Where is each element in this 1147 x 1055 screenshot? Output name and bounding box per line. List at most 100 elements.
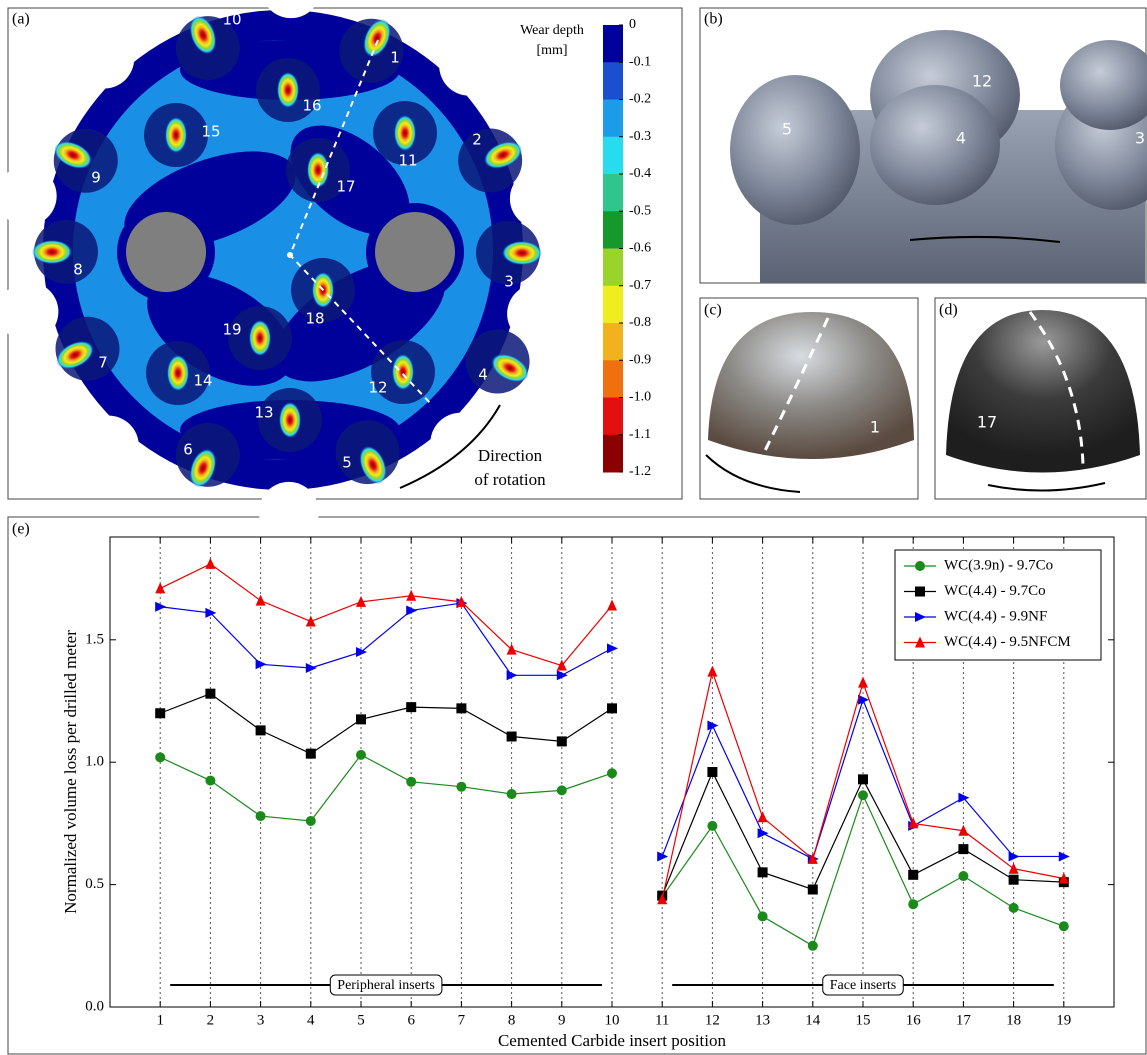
colorbar-segment bbox=[603, 100, 623, 138]
x-tick-label: 3 bbox=[257, 1012, 265, 1028]
x-tick-label: 10 bbox=[605, 1012, 620, 1028]
insert-label: 2 bbox=[472, 131, 482, 149]
marker bbox=[1009, 875, 1019, 885]
marker bbox=[356, 714, 366, 724]
colorbar-segment bbox=[603, 174, 623, 212]
colorbar-tick-label: -0.9 bbox=[629, 352, 651, 367]
colorbar-segment bbox=[603, 25, 623, 63]
marker bbox=[908, 870, 918, 880]
series-line bbox=[160, 603, 612, 675]
panel-label: (a) bbox=[12, 11, 30, 28]
nozzle bbox=[375, 212, 455, 292]
insert-photo bbox=[708, 312, 914, 459]
panel-label: (b) bbox=[704, 11, 723, 28]
colorbar-tick-label: 0 bbox=[629, 17, 636, 32]
colorbar-segment bbox=[603, 286, 623, 324]
colorbar-segment bbox=[603, 360, 623, 398]
marker bbox=[406, 590, 416, 601]
marker bbox=[858, 774, 868, 784]
x-tick-label: 17 bbox=[956, 1012, 972, 1028]
colorbar-segment bbox=[603, 435, 623, 473]
hot-spot bbox=[394, 115, 416, 151]
colorbar-tick-label: -1.1 bbox=[629, 427, 651, 442]
marker bbox=[958, 793, 969, 803]
insert-label: 17 bbox=[977, 413, 997, 432]
colorbar-title: Wear depth bbox=[520, 23, 584, 38]
marker bbox=[915, 561, 925, 571]
insert-label: 12 bbox=[368, 379, 387, 397]
y-tick-label: 1.0 bbox=[85, 754, 104, 770]
x-tick-label: 13 bbox=[755, 1012, 770, 1028]
colorbar-tick-label: -0.4 bbox=[629, 166, 651, 181]
panel-a: (a)12345678910111213141516171819Directio… bbox=[0, 0, 651, 542]
x-tick-label: 19 bbox=[1056, 1012, 1071, 1028]
marker bbox=[958, 871, 968, 881]
marker bbox=[155, 708, 165, 718]
x-tick-label: 16 bbox=[906, 1012, 922, 1028]
insert-label: 1 bbox=[870, 418, 880, 437]
insert-label: 4 bbox=[956, 129, 966, 148]
annotation: Direction bbox=[478, 446, 543, 465]
notch bbox=[507, 284, 567, 344]
marker bbox=[707, 666, 717, 677]
insert-photo bbox=[946, 310, 1140, 473]
x-tick-label: 5 bbox=[357, 1012, 365, 1028]
marker bbox=[306, 663, 317, 673]
notch bbox=[0, 282, 58, 342]
notch bbox=[439, 36, 499, 96]
marker bbox=[557, 785, 567, 795]
x-axis-label: Cemented Carbide insert position bbox=[498, 1031, 727, 1050]
group-label: Face inserts bbox=[830, 978, 896, 993]
panel-d: (d)17 bbox=[939, 302, 1140, 491]
hot-spot bbox=[167, 355, 189, 391]
insert-label: 17 bbox=[336, 178, 355, 196]
marker bbox=[607, 600, 617, 611]
x-tick-label: 2 bbox=[207, 1012, 215, 1028]
hot-spot bbox=[249, 320, 271, 356]
marker bbox=[155, 752, 165, 762]
insert-label: 5 bbox=[342, 454, 352, 472]
marker bbox=[958, 844, 968, 854]
marker bbox=[808, 885, 818, 895]
marker bbox=[406, 702, 416, 712]
insert-label: 6 bbox=[183, 441, 193, 459]
marker bbox=[858, 790, 868, 800]
colorbar-segment bbox=[603, 323, 623, 361]
colorbar-segment bbox=[603, 398, 623, 436]
marker bbox=[205, 776, 215, 786]
annotation: of rotation bbox=[474, 470, 546, 489]
marker bbox=[607, 768, 617, 778]
insert bbox=[870, 85, 1000, 205]
legend-label: WC(4.4) - 9.5NFCM bbox=[944, 634, 1071, 650]
insert-label: 12 bbox=[972, 72, 992, 91]
insert-label: 1 bbox=[390, 49, 400, 67]
hot-spot bbox=[279, 402, 301, 438]
hot-spot bbox=[307, 152, 329, 188]
hot-spot bbox=[277, 72, 299, 108]
marker bbox=[507, 644, 517, 655]
arc bbox=[706, 455, 800, 492]
legend-label: WC(4.4) - 9.9NF bbox=[944, 608, 1047, 624]
marker bbox=[356, 750, 366, 760]
marker bbox=[256, 725, 266, 735]
marker bbox=[1009, 863, 1019, 874]
marker bbox=[607, 643, 618, 653]
series bbox=[155, 750, 1069, 951]
colorbar-tick-label: -0.5 bbox=[629, 203, 651, 218]
x-tick-label: 6 bbox=[407, 1012, 415, 1028]
x-tick-label: 15 bbox=[856, 1012, 871, 1028]
panel-label: (c) bbox=[704, 302, 722, 319]
x-tick-label: 14 bbox=[805, 1012, 821, 1028]
x-tick-label: 8 bbox=[508, 1012, 516, 1028]
notch bbox=[74, 28, 134, 88]
marker bbox=[306, 749, 316, 759]
marker bbox=[205, 558, 215, 569]
marker bbox=[205, 608, 216, 618]
marker bbox=[758, 867, 768, 877]
marker bbox=[507, 789, 517, 799]
notch bbox=[510, 169, 570, 229]
legend-label: WC(4.4) - 9.7Co bbox=[944, 583, 1046, 599]
y-tick-label: 0.5 bbox=[85, 876, 104, 892]
colorbar-tick-label: -0.2 bbox=[629, 92, 651, 107]
